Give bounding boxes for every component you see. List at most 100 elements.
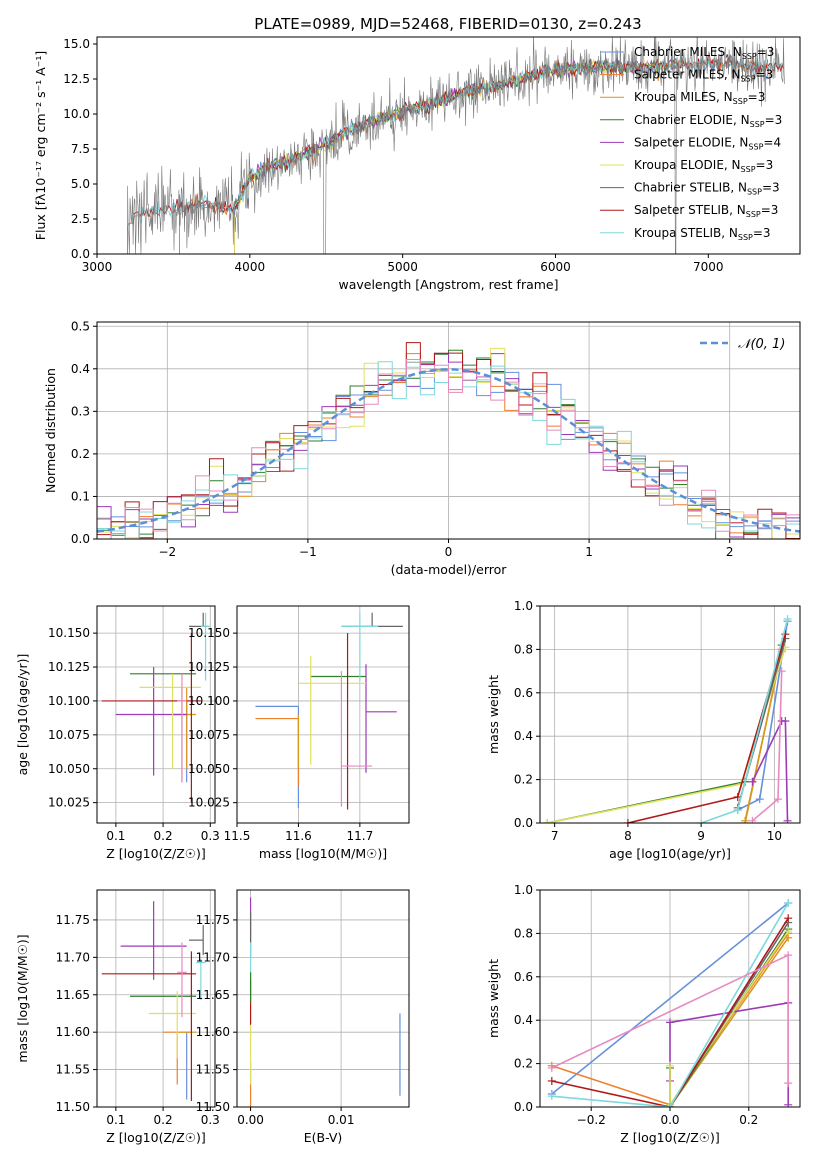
y-tick-label: 0.1 (71, 489, 90, 503)
mass-weight-line (551, 917, 789, 1107)
x-tick-label: −0.2 (577, 1113, 606, 1127)
plus-marker (774, 795, 783, 804)
x-tick-label: 10 (767, 829, 782, 843)
plus-marker (784, 1100, 793, 1107)
errorbar-point (341, 612, 379, 681)
data-line (127, 37, 785, 254)
y-tick-label: 12.5 (63, 72, 90, 86)
y-tick-label: 0.8 (514, 926, 533, 940)
x-tick-label: 0.2 (154, 1113, 173, 1127)
histogram-steps (97, 352, 800, 539)
y-tick-label: 10.150 (48, 626, 90, 640)
y-tick-label: 0.0 (514, 1100, 533, 1114)
errorbar-point (341, 612, 403, 627)
x-tick-label: −2 (158, 545, 176, 559)
y-tick-label: 10.075 (188, 728, 230, 742)
y-tick-label: 10.125 (48, 660, 90, 674)
x-tick-label: 0.1 (106, 829, 125, 843)
y-tick-label: 1.0 (514, 599, 533, 613)
y-tick-label: 0.2 (71, 447, 90, 461)
mw_vs_age-marks (543, 615, 792, 823)
y-tick-label: 0.6 (514, 970, 533, 984)
plus-marker (781, 630, 790, 639)
errorbar-point (298, 656, 366, 765)
age_vs_mass-marks (255, 612, 403, 810)
y-tick-label: 0.4 (71, 362, 90, 376)
mw_vs_Z-frame (539, 889, 801, 1108)
spectrum-legend: Chabrier MILES, NSSP=3 Salpeter MILES, NS… (600, 45, 782, 242)
x-axis-label: Z [log10(Z/Z☉)] (106, 1130, 206, 1145)
legend-label: Salpeter STELIB, NSSP=3 (634, 203, 778, 219)
plus-marker (547, 1076, 556, 1085)
x-tick-label: 0.1 (106, 1113, 125, 1127)
y-tick-label: 11.60 (196, 1025, 230, 1039)
plus-marker (666, 1018, 674, 1027)
y-tick-label: 10.075 (48, 728, 90, 742)
legend-label: Salpeter MILES, NSSP=3 (634, 68, 773, 84)
y-tick-label: 11.50 (196, 1100, 230, 1114)
plus-marker (697, 819, 706, 823)
legend-label: Kroupa ELODIE, NSSP=3 (634, 158, 773, 174)
plus-marker (666, 1061, 674, 1070)
x-tick-label: 1 (585, 545, 593, 559)
residuals-axes: −2 −1 0 1 2 0.0 0.1 0.2 0.3 0.4 0.5 (data-model)/er… (43, 319, 800, 577)
mass-weight-line (551, 902, 789, 1095)
errorbar-point (101, 633, 201, 803)
y-tick-label: 0.0 (71, 247, 90, 261)
mw_vs_age-frame (539, 605, 801, 824)
errorbar-point (189, 925, 204, 956)
x-tick-label: 5000 (387, 260, 418, 274)
y-tick-label: 0.4 (514, 729, 533, 743)
plus-marker (784, 951, 793, 960)
y-tick-label: 10.025 (48, 796, 90, 810)
mw_vs_Z-axes: −0.2 0.0 0.2 0.0 0.2 0.4 0.6 0.8 1.0 Z [log10(Z/Z… (486, 883, 800, 1145)
x-tick-label: 0 (445, 545, 453, 559)
legend-label: 𝒩(0, 1) (738, 337, 785, 352)
y-tick-label: 15.0 (63, 37, 90, 51)
legend-label: Chabrier MILES, NSSP=3 (634, 45, 774, 61)
legend-label: Chabrier ELODIE, NSSP=3 (634, 113, 782, 129)
plus-marker (733, 805, 742, 814)
y-tick-label: 0.6 (514, 686, 533, 700)
y-tick-label: 10.150 (188, 626, 230, 640)
mass-weight-line (751, 671, 783, 822)
x-tick-label: 0.2 (154, 829, 173, 843)
y-tick-label: 11.60 (56, 1025, 90, 1039)
age_vs_Z-axes: 0.1 0.2 0.3 10.025 10.050 10.075 10.100 10.125 1… (15, 606, 220, 861)
errorbar-point (255, 717, 300, 787)
x-tick-label: 0.01 (328, 1113, 355, 1127)
x-tick-label: 0.3 (201, 829, 220, 843)
y-axis-label: Flux [fλ10⁻¹⁷ erg cm⁻² s⁻¹ A⁻¹] (33, 51, 48, 240)
plus-marker (784, 927, 793, 936)
y-tick-label: 7.5 (71, 142, 90, 156)
age_vs_mass-frame (236, 605, 410, 824)
x-tick-label: 7000 (693, 260, 724, 274)
plus-marker (777, 667, 786, 676)
errorbar-point (115, 667, 187, 776)
x-tick-label: 2 (726, 545, 734, 559)
y-tick-label: 11.70 (196, 950, 230, 964)
spectrum-frame (96, 36, 801, 255)
y-tick-label: 11.55 (56, 1063, 90, 1077)
y-tick-label: 10.050 (188, 762, 230, 776)
plus-marker (748, 777, 757, 786)
x-axis-label: age [log10(age/yr)] (609, 846, 731, 861)
x-tick-label: 11.6 (285, 829, 312, 843)
mass_vs_Z-axes: 0.1 0.2 0.3 11.50 11.55 11.60 11.65 11.70 11.75 Z… (15, 890, 220, 1145)
y-tick-label: 0.5 (71, 319, 90, 333)
plus-marker (781, 717, 790, 726)
y-tick-label: 11.75 (56, 913, 90, 927)
mass_vs_Z-frame (96, 889, 216, 1108)
plus-marker (784, 1079, 793, 1088)
y-tick-label: 11.50 (56, 1100, 90, 1114)
x-axis-label: mass [log10(M/M☉)] (259, 846, 387, 861)
y-tick-label: 0.0 (514, 816, 533, 830)
plus-marker (755, 795, 764, 804)
x-tick-label: 0.00 (237, 1113, 264, 1127)
plus-marker (748, 816, 757, 823)
x-tick-label: 11.5 (224, 829, 251, 843)
mw_vs_Z-marks (547, 899, 793, 1107)
plus-marker (784, 899, 793, 908)
plus-marker (783, 816, 792, 823)
